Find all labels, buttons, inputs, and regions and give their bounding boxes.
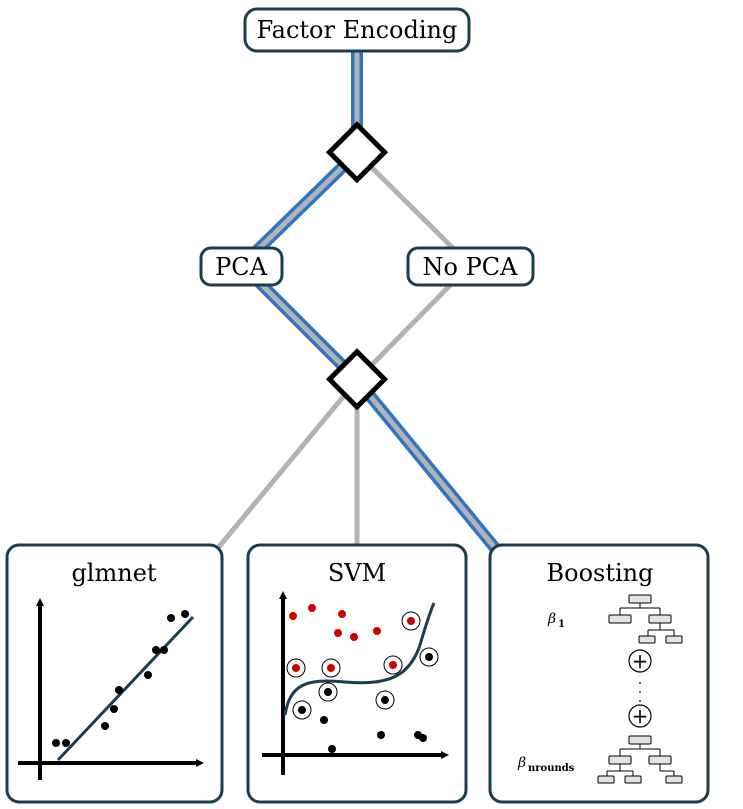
svm-red-point bbox=[338, 610, 346, 618]
boosting-plus-first-symbol: + bbox=[632, 649, 649, 673]
node-factor-encoding-label: Factor Encoding bbox=[257, 16, 458, 44]
glmnet-fit-line bbox=[56, 615, 195, 762]
svm-red-point bbox=[407, 617, 415, 625]
svm-support-ring bbox=[292, 700, 312, 720]
panel-glmnet-title: glmnet bbox=[71, 559, 156, 587]
glmnet-point bbox=[52, 739, 60, 747]
svm-black-point bbox=[324, 688, 332, 696]
glmnet-point bbox=[115, 686, 123, 694]
glmnet-point bbox=[152, 646, 160, 654]
branch-diamond-2[interactable] bbox=[325, 348, 389, 411]
boosting-beta-last-symbol: β bbox=[517, 755, 526, 771]
node-no-pca[interactable]: No PCA bbox=[406, 246, 535, 287]
svm-black-point bbox=[328, 745, 336, 753]
svm-red-point bbox=[327, 664, 335, 672]
boosting-beta-first-symbol: β bbox=[547, 611, 556, 627]
boosting-plus-last-symbol: + bbox=[632, 704, 649, 728]
svm-red-point bbox=[292, 664, 300, 672]
svm-black-point bbox=[425, 653, 433, 661]
svm-black-point bbox=[320, 716, 328, 724]
node-pca-label: PCA bbox=[215, 253, 268, 281]
svm-red-point bbox=[334, 629, 342, 637]
glmnet-points bbox=[52, 610, 189, 747]
node-pca[interactable]: PCA bbox=[199, 246, 284, 287]
panel-boosting[interactable]: Boosting β 1 + bbox=[488, 543, 710, 804]
svm-support-ring bbox=[419, 647, 439, 667]
svm-support-ring bbox=[401, 611, 421, 631]
svm-black-point bbox=[381, 696, 389, 704]
glmnet-point bbox=[101, 722, 109, 730]
svm-support-ring bbox=[318, 682, 338, 702]
boosting-plus-first: + bbox=[628, 649, 652, 673]
boosting-tree-first bbox=[608, 594, 683, 644]
svm-red-point bbox=[308, 604, 316, 612]
boosting-plus-last: + bbox=[628, 704, 652, 728]
svm-red-point bbox=[289, 612, 297, 620]
glmnet-point bbox=[160, 646, 168, 654]
svm-support-ring bbox=[375, 690, 395, 710]
svm-red-point bbox=[373, 627, 381, 635]
svm-black-points bbox=[298, 653, 433, 753]
glmnet-point bbox=[144, 671, 152, 679]
panel-svm[interactable]: SVM bbox=[246, 543, 468, 804]
svm-support-ring bbox=[286, 658, 306, 678]
boosting-beta-last: β nrounds bbox=[517, 755, 575, 774]
boosting-beta-first: β 1 bbox=[547, 611, 565, 630]
svm-black-point bbox=[377, 731, 385, 739]
edge-diamond1-nopca bbox=[355, 151, 472, 267]
svm-support-vectors bbox=[286, 611, 439, 720]
node-no-pca-label: No PCA bbox=[423, 253, 519, 281]
panel-svm-title: SVM bbox=[328, 559, 386, 587]
svm-red-points bbox=[289, 604, 415, 672]
svm-decision-boundary bbox=[283, 602, 436, 716]
glmnet-point bbox=[62, 739, 70, 747]
boosting-ellipsis bbox=[639, 682, 641, 702]
svm-support-ring bbox=[321, 658, 341, 678]
glmnet-point bbox=[110, 705, 118, 713]
glmnet-point bbox=[167, 614, 175, 622]
boosting-tree-last bbox=[597, 735, 683, 784]
panel-glmnet[interactable]: glmnet bbox=[5, 543, 224, 804]
svm-support-ring bbox=[383, 655, 403, 675]
panel-boosting-title: Boosting bbox=[547, 559, 654, 587]
boosting-beta-first-subscript: 1 bbox=[558, 619, 565, 630]
svm-red-point bbox=[350, 633, 358, 641]
edge-diamond2-glmnet bbox=[216, 378, 359, 550]
glmnet-point bbox=[181, 610, 189, 618]
svm-black-point bbox=[419, 734, 427, 742]
node-factor-encoding[interactable]: Factor Encoding bbox=[243, 7, 471, 53]
svm-red-point bbox=[389, 661, 397, 669]
svm-black-point bbox=[298, 706, 306, 714]
boosting-beta-last-subscript: nrounds bbox=[528, 763, 575, 774]
branch-diamond-1[interactable] bbox=[325, 121, 389, 184]
